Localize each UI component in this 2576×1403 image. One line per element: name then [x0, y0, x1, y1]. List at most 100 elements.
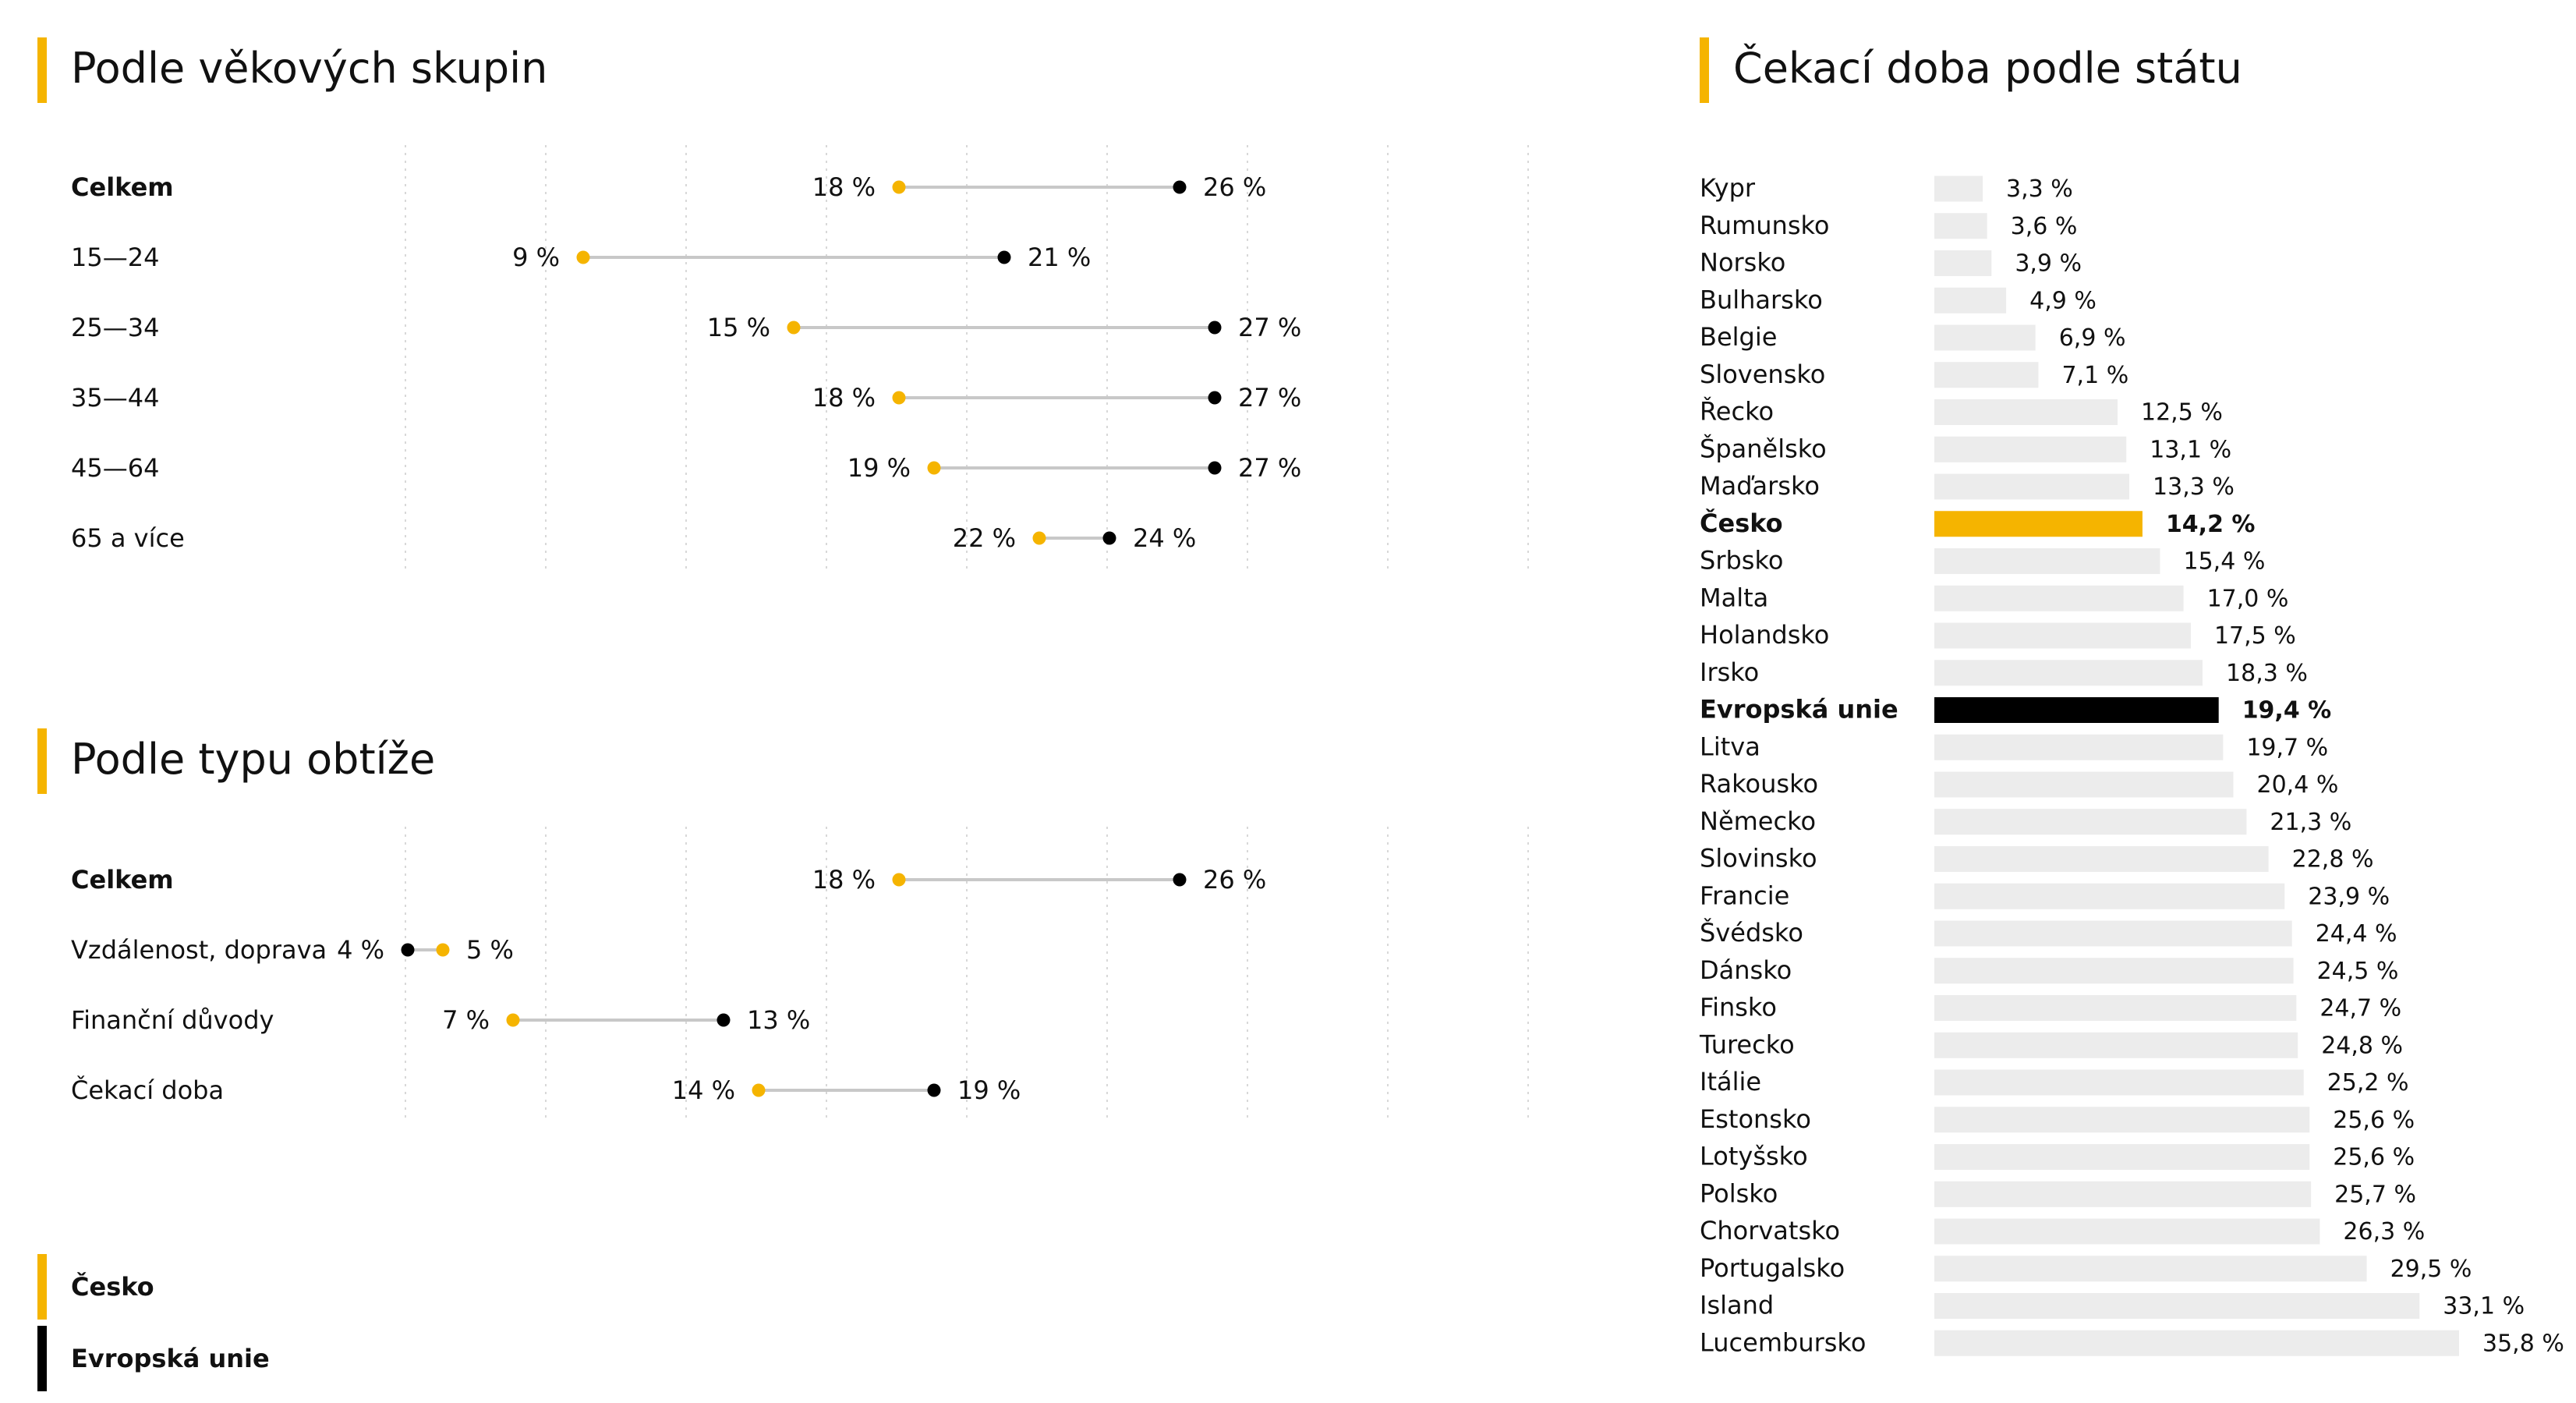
bar-value-label: 3,3 %: [2006, 175, 2073, 203]
country-label: Srbsko: [1700, 546, 1783, 576]
country-bar: [1934, 1330, 2459, 1356]
eu-value-label: 19 %: [957, 1075, 1021, 1105]
country-bar: [1934, 809, 2247, 835]
bar-value-label: 12,5 %: [2141, 399, 2223, 427]
row-label: 65 a více: [71, 523, 185, 553]
country-label: Island: [1700, 1291, 1774, 1320]
country-label: Evropská unie: [1700, 695, 1898, 725]
country-bar: [1934, 1144, 2310, 1170]
country-label: Rakousko: [1700, 769, 1818, 799]
country-bar: [1934, 1107, 2310, 1133]
cesko-value-label: 5 %: [466, 935, 514, 965]
legend-label: Česko: [71, 1271, 154, 1302]
age-groups-panel: Podle věkových skupin Celkem 18 % 26 % 15—24…: [37, 37, 1529, 573]
eu-value-label: 4 %: [337, 935, 384, 965]
bar-value-label: 6,9 %: [2059, 324, 2126, 352]
country-label: Německo: [1700, 806, 1816, 836]
eu-value-label: 21 %: [1028, 243, 1091, 272]
bar-value-label: 19,7 %: [2246, 734, 2328, 761]
eu-value-label: 24 %: [1133, 523, 1196, 553]
country-bar: [1934, 1256, 2367, 1282]
cesko-dot: [892, 391, 906, 405]
cesko-dot: [506, 1013, 520, 1027]
country-label: Francie: [1700, 880, 1789, 910]
country-bar: [1934, 1069, 2304, 1096]
country-bar: [1934, 175, 1983, 202]
eu-value-label: 27 %: [1238, 383, 1301, 413]
cesko-dot: [436, 943, 450, 957]
cesko-dot: [576, 250, 590, 264]
waiting-time-by-country-panel: Čekací doba podle státu Kypr 3,3 % Rumunsko…: [1699, 37, 2564, 1357]
bar-value-label: 13,3 %: [2153, 473, 2235, 501]
cesko-value-label: 18 %: [812, 383, 876, 413]
eu-dot: [1208, 461, 1222, 475]
cesko-value-label: 9 %: [512, 243, 560, 272]
country-bar: [1934, 883, 2285, 909]
row-label: 45—64: [71, 453, 159, 483]
bar-value-label: 17,5 %: [2214, 622, 2296, 650]
country-label: Estonsko: [1700, 1104, 1811, 1134]
cesko-value-label: 15 %: [707, 313, 770, 342]
bar-value-label: 35,8 %: [2482, 1330, 2564, 1357]
difficulty-type-panel: Podle typu obtíže Celkem 18 % 26 % Vzdálenos…: [37, 728, 1529, 1123]
bar-value-label: 14,2 %: [2166, 511, 2256, 538]
bar-value-label: 24,4 %: [2316, 920, 2397, 948]
row-label: 35—44: [71, 383, 159, 413]
eu-dot: [997, 250, 1011, 264]
row-label: Celkem: [71, 172, 174, 202]
title-accent-bar: [37, 728, 47, 794]
legend-swatch: [37, 1326, 47, 1391]
country-label: Polsko: [1700, 1178, 1778, 1208]
country-bar: [1934, 250, 1992, 276]
bar-value-label: 17,0 %: [2207, 585, 2289, 612]
bar-value-label: 18,3 %: [2226, 660, 2308, 687]
bar-value-label: 3,9 %: [2015, 250, 2082, 278]
eu-value-label: 27 %: [1238, 313, 1301, 342]
cesko-value-label: 18 %: [812, 172, 876, 202]
bar-value-label: 25,6 %: [2333, 1144, 2415, 1171]
eu-value-label: 26 %: [1203, 172, 1266, 202]
bar-value-label: 24,5 %: [2317, 958, 2399, 985]
eu-value-label: 13 %: [747, 1005, 810, 1035]
cesko-value-label: 14 %: [672, 1075, 735, 1105]
eu-value-label: 26 %: [1203, 865, 1266, 895]
bar-value-label: 25,2 %: [2327, 1069, 2409, 1097]
country-label: Holandsko: [1700, 620, 1829, 650]
bar-value-label: 23,9 %: [2308, 883, 2390, 910]
cesko-dot: [892, 873, 906, 887]
cesko-dot: [787, 321, 801, 335]
country-bar: [1934, 1181, 2312, 1207]
country-bar: [1934, 958, 2294, 984]
country-label: Česko: [1700, 508, 1783, 538]
country-label: Slovinsko: [1700, 844, 1817, 873]
country-bar: [1934, 622, 2191, 649]
bar-value-label: 24,7 %: [2319, 995, 2401, 1022]
country-bar: [1934, 399, 2118, 425]
country-label: Litva: [1700, 732, 1760, 761]
country-bar: [1934, 213, 1987, 239]
eu-dot: [1173, 180, 1187, 194]
bar-value-label: 26,3 %: [2343, 1218, 2425, 1245]
legend-swatch: [37, 1254, 47, 1320]
row-label: Finanční důvody: [71, 1005, 274, 1035]
country-bar: [1934, 548, 2160, 574]
eu-dot: [1173, 873, 1187, 887]
country-label: Maďarsko: [1700, 471, 1820, 501]
bar-value-label: 21,3 %: [2270, 809, 2351, 836]
country-bar: [1934, 995, 2297, 1021]
eu-dot: [1102, 531, 1116, 545]
bar-value-label: 25,6 %: [2333, 1107, 2415, 1134]
country-label: Lotyšsko: [1700, 1142, 1808, 1171]
row-label: Celkem: [71, 865, 174, 895]
eu-value-label: 27 %: [1238, 453, 1301, 483]
country-label: Itálie: [1700, 1067, 1761, 1097]
country-label: Malta: [1700, 583, 1768, 612]
country-bar: [1934, 920, 2292, 947]
country-bar: [1934, 585, 2184, 611]
bar-value-label: 29,5 %: [2390, 1256, 2472, 1283]
country-label: Švédsko: [1700, 917, 1803, 948]
eu-dot: [401, 943, 415, 957]
country-label: Portugalsko: [1700, 1253, 1845, 1283]
eu-dot: [1208, 321, 1222, 335]
